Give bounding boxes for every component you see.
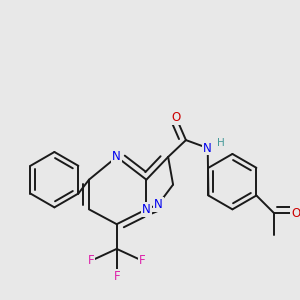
Text: F: F <box>113 270 120 283</box>
Text: F: F <box>88 254 94 267</box>
Text: N: N <box>142 203 151 216</box>
Text: F: F <box>139 254 146 267</box>
Text: O: O <box>291 207 300 220</box>
Text: N: N <box>112 150 121 164</box>
Text: O: O <box>171 111 181 124</box>
Text: H: H <box>217 138 224 148</box>
Text: N: N <box>203 142 212 154</box>
Text: N: N <box>154 198 163 211</box>
